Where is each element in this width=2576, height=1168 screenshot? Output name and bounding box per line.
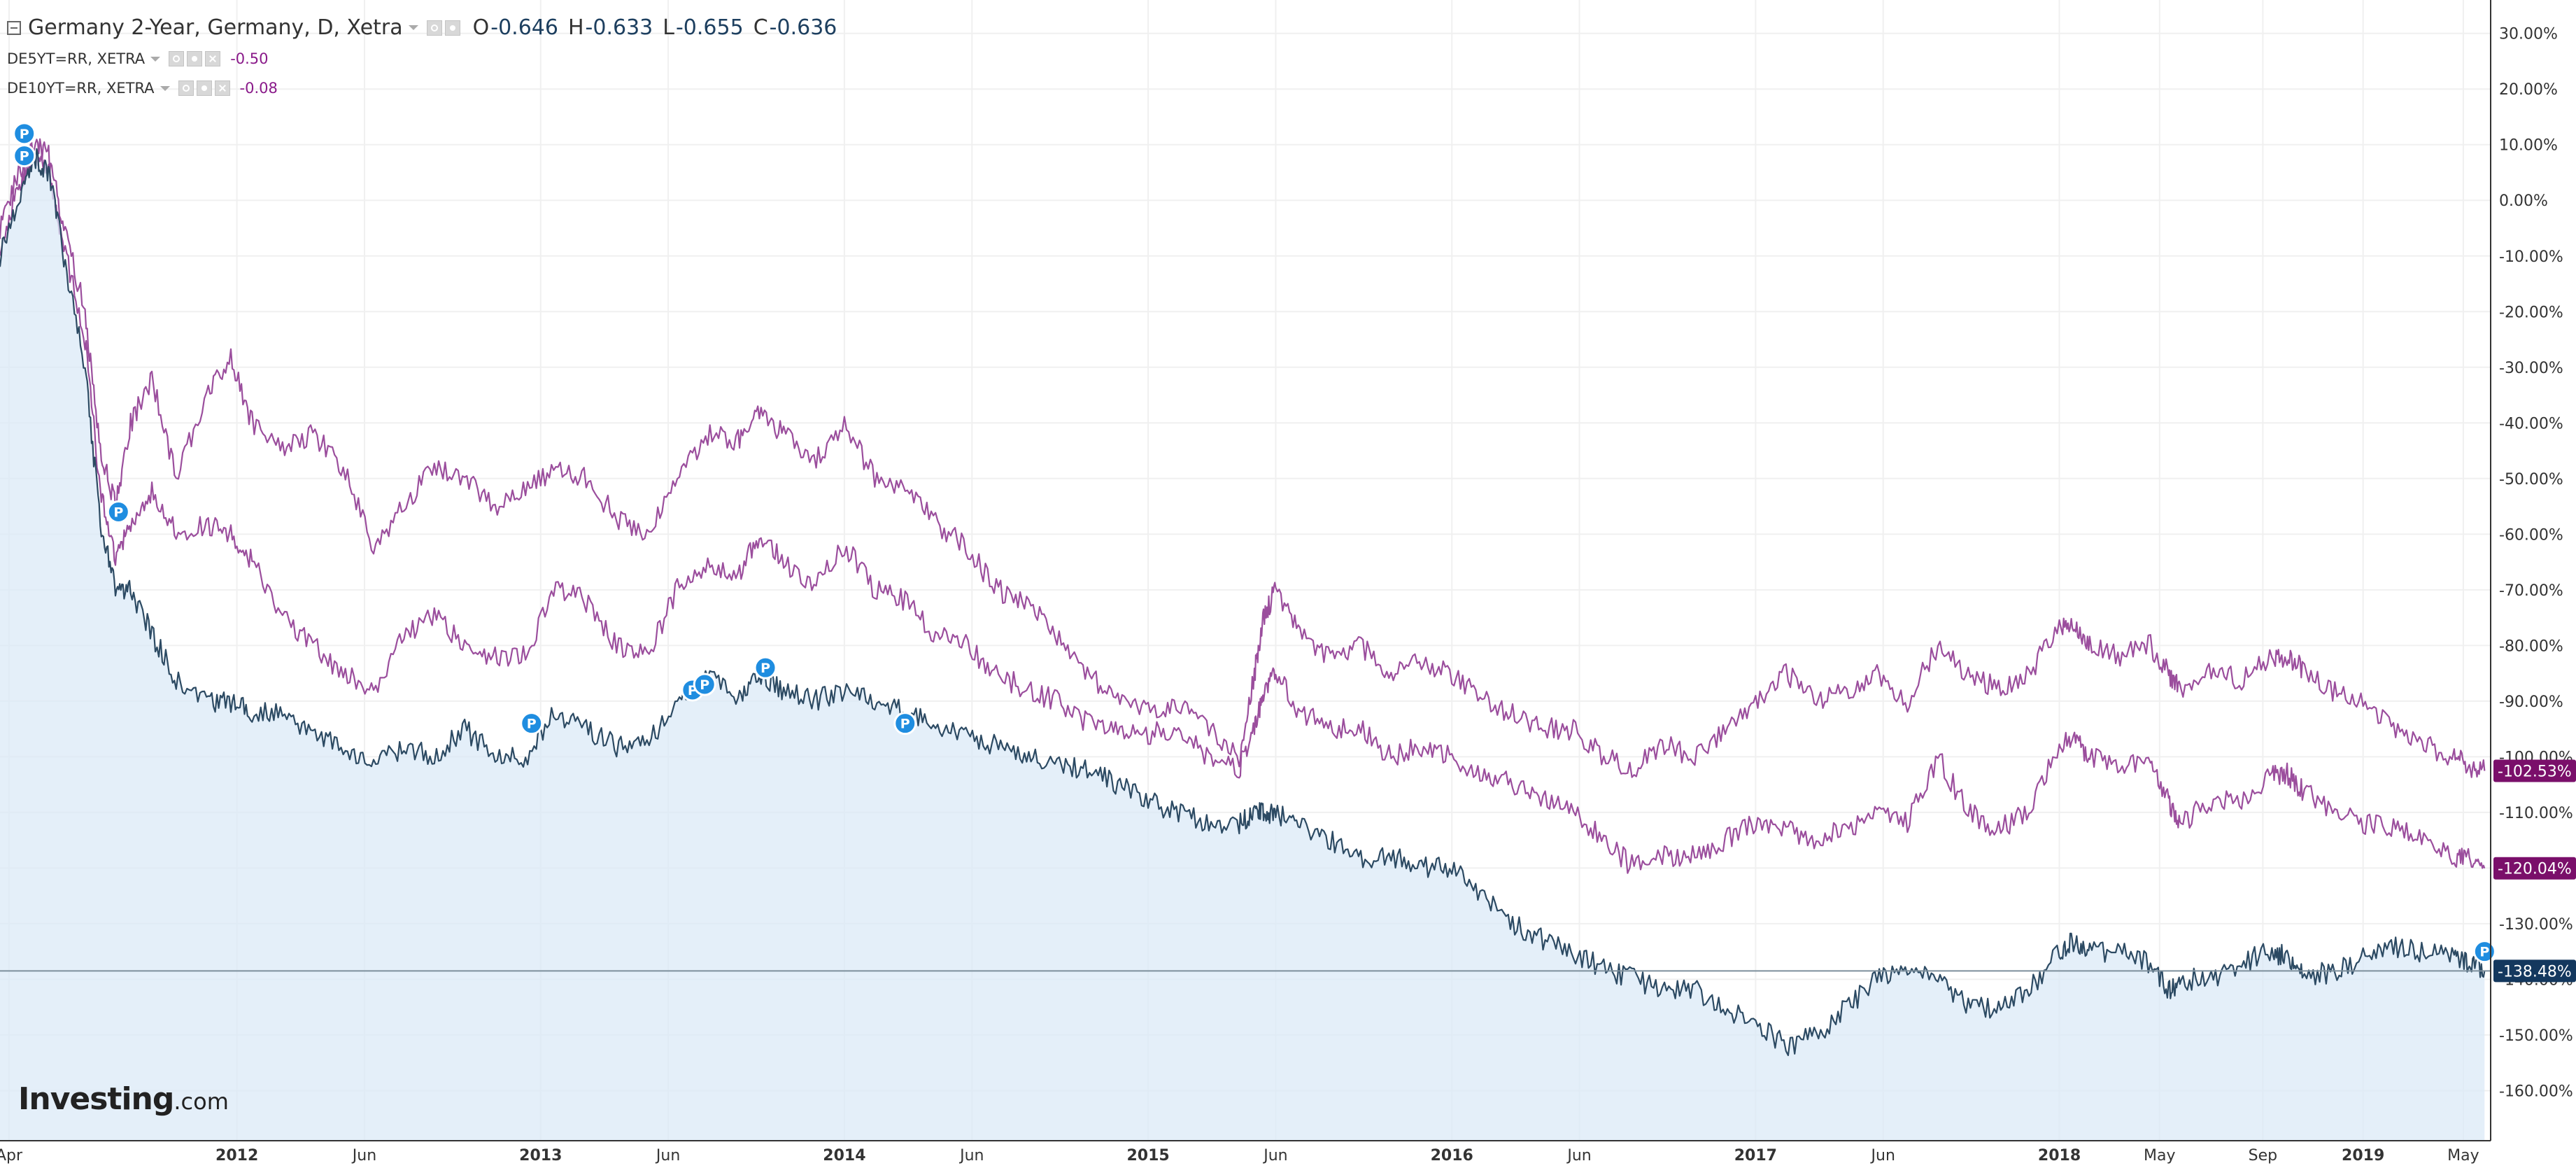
event-marker[interactable]: P <box>2472 940 2496 964</box>
last-value-badge <box>2493 759 2576 782</box>
y-tick-label: -160.00% <box>2499 1083 2573 1100</box>
event-marker-label: P <box>700 677 709 693</box>
series-layer <box>0 138 2486 1141</box>
event-marker-label: P <box>113 505 123 521</box>
x-tick-label: Jun <box>958 1147 984 1165</box>
low-value: -0.655 <box>675 15 744 40</box>
eye-icon[interactable] <box>178 80 194 96</box>
eye-icon[interactable] <box>169 51 185 66</box>
logo-brand: Investing <box>18 1081 174 1117</box>
series-line-compare <box>0 138 2486 778</box>
compare-series-name[interactable]: DE10YT=RR, XETRA <box>7 80 155 97</box>
series-area-main <box>0 148 2485 1141</box>
gear-icon[interactable] <box>444 20 460 36</box>
y-tick-label: -90.00% <box>2499 694 2563 711</box>
y-tick-label: -80.00% <box>2499 638 2563 655</box>
open-label: O <box>472 15 490 40</box>
x-tick-label: 2014 <box>823 1147 865 1165</box>
close-icon[interactable] <box>205 51 221 66</box>
x-tick-label: 2015 <box>1126 1147 1169 1165</box>
x-tick-label: 2017 <box>1734 1147 1777 1165</box>
x-tick-label: Jun <box>1566 1147 1591 1165</box>
last-value-badge <box>2493 959 2576 983</box>
gear-icon[interactable] <box>187 51 203 66</box>
x-tick-label: Jun <box>1870 1147 1895 1165</box>
y-tick-label: 20.00% <box>2499 81 2558 99</box>
y-tick-label: 0.00% <box>2499 192 2548 210</box>
x-tick-label: 2013 <box>519 1147 562 1165</box>
gear-icon[interactable] <box>196 80 212 96</box>
series-line-compare <box>0 147 2486 874</box>
event-marker-label: P <box>20 149 29 164</box>
chevron-down-icon[interactable] <box>150 56 161 62</box>
x-tick-label: May <box>2144 1147 2175 1165</box>
last-value-label: -102.53% <box>2498 763 2572 780</box>
chevron-down-icon[interactable] <box>160 85 170 91</box>
event-marker[interactable]: P <box>893 712 917 736</box>
x-tick-label: 2012 <box>215 1147 258 1165</box>
x-tick-label: Apr <box>0 1147 23 1165</box>
x-tick-label: 2019 <box>2342 1147 2384 1165</box>
y-tick-label: -10.00% <box>2499 248 2563 266</box>
x-tick-label: Jun <box>1262 1147 1287 1165</box>
compare-series-name[interactable]: DE5YT=RR, XETRA <box>7 50 146 67</box>
high-label: H <box>567 15 584 40</box>
x-tick-label: 2016 <box>1431 1147 1473 1165</box>
y-tick-label: 30.00% <box>2499 26 2558 43</box>
event-marker-label: P <box>20 127 29 142</box>
main-series-title[interactable]: Germany 2-Year, Germany, D, Xetra <box>28 15 403 40</box>
compare-legend-de10yt: DE10YT=RR, XETRA -0.08 <box>7 80 278 97</box>
eye-icon[interactable] <box>426 20 442 36</box>
last-value-label: -138.48% <box>2498 963 2572 980</box>
event-marker[interactable]: P <box>13 122 36 146</box>
collapse-legend-icon[interactable] <box>7 20 21 35</box>
event-marker[interactable]: P <box>106 500 130 524</box>
open-value: -0.646 <box>490 15 558 40</box>
series-line-main <box>0 148 2486 1057</box>
last-value-badge <box>2493 857 2576 880</box>
x-tick-label: Jun <box>351 1147 376 1165</box>
x-tick-label: 2018 <box>2038 1147 2081 1165</box>
close-label: C <box>753 15 768 40</box>
event-marker[interactable]: P <box>693 673 716 696</box>
x-tick-label: May <box>2447 1147 2479 1165</box>
close-icon[interactable] <box>214 80 230 96</box>
high-value: -0.633 <box>585 15 653 40</box>
logo-domain: .com <box>174 1088 229 1115</box>
y-tick-label: -130.00% <box>2499 916 2573 934</box>
y-tick-label: -30.00% <box>2499 360 2563 377</box>
y-tick-label: -20.00% <box>2499 304 2563 321</box>
y-tick-label: -110.00% <box>2499 805 2573 822</box>
chevron-down-icon[interactable] <box>408 25 418 30</box>
event-marker[interactable]: P <box>13 144 36 168</box>
last-value-badges: -102.53% -120.04% -138.48% <box>2493 759 2576 983</box>
event-marker-label: P <box>527 717 537 732</box>
x-tick-label: Sep <box>2249 1147 2277 1165</box>
y-tick-label: -60.00% <box>2499 526 2563 544</box>
compare-series-value: -0.50 <box>230 50 269 67</box>
y-tick-label: 10.00% <box>2499 137 2558 155</box>
event-marker-label: P <box>900 717 910 732</box>
x-tick-label: Jun <box>655 1147 680 1165</box>
last-value-label: -120.04% <box>2498 861 2572 878</box>
y-tick-label: -70.00% <box>2499 582 2563 600</box>
event-marker[interactable]: P <box>520 712 544 736</box>
low-label: L <box>663 15 674 40</box>
event-marker[interactable]: P <box>753 656 777 680</box>
compare-legend-de5yt: DE5YT=RR, XETRA -0.50 <box>7 50 269 67</box>
y-tick-label: -150.00% <box>2499 1027 2573 1045</box>
y-tick-label: -40.00% <box>2499 415 2563 432</box>
close-value: -0.636 <box>769 15 837 40</box>
investing-logo: Investing.com <box>18 1081 229 1117</box>
compare-series-value: -0.08 <box>239 80 278 97</box>
main-legend: Germany 2-Year, Germany, D, Xetra O -0.6… <box>7 15 837 40</box>
y-tick-label: -50.00% <box>2499 471 2563 488</box>
event-marker-label: P <box>760 661 770 676</box>
event-marker-label: P <box>2479 945 2489 960</box>
